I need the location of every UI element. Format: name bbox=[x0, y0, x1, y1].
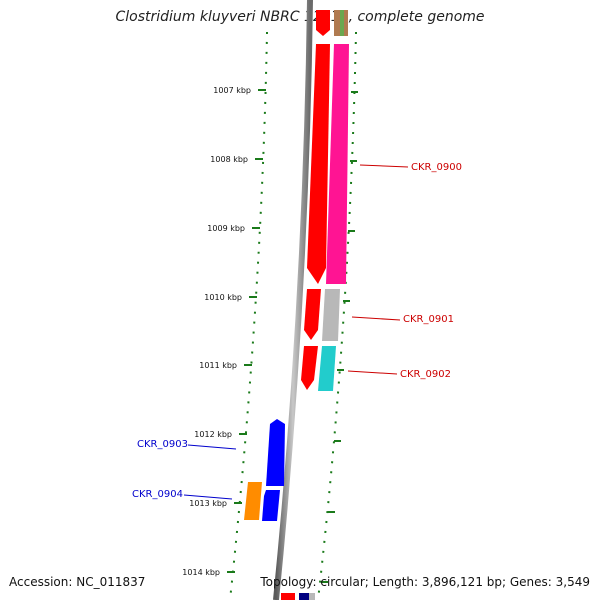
kbp-tick-label: 1012 kbp bbox=[194, 430, 232, 439]
outer-ring-dotted bbox=[317, 31, 357, 600]
gene-CKR_0901 bbox=[322, 289, 340, 341]
outer-ring-ticks bbox=[321, 91, 358, 583]
gene-CKR_0904 bbox=[244, 482, 262, 520]
genome-title: Clostridium kluyveri NBRC 12016, complet… bbox=[115, 9, 485, 25]
gene-red-3 bbox=[301, 346, 318, 390]
gene-label-CKR_0900: CKR_0900 bbox=[411, 162, 462, 173]
gene-blue-lower bbox=[262, 490, 280, 521]
gene-label-CKR_0904: CKR_0904 bbox=[132, 489, 183, 500]
gene-label-CKR_0903: CKR_0903 bbox=[137, 439, 188, 450]
kbp-ticks: 1007 kbp 1008 kbp 1009 kbp 1010 kbp 1011 kbp… bbox=[182, 86, 266, 577]
gene-top-strip2 bbox=[340, 10, 344, 36]
gene-bottom-gray bbox=[309, 593, 315, 600]
gene-CKR_0900 bbox=[326, 44, 349, 284]
gene-bottom-navy bbox=[299, 593, 309, 600]
kbp-tick-label: 1010 kbp bbox=[204, 293, 242, 302]
leader-CKR_0901 bbox=[351, 316, 401, 321]
gene-CKR_0902 bbox=[318, 346, 336, 391]
kbp-tick-label: 1011 kbp bbox=[199, 361, 237, 370]
gene-red-2 bbox=[304, 289, 321, 340]
gene-top-red bbox=[316, 10, 330, 36]
kbp-tick-label: 1007 kbp bbox=[213, 86, 251, 95]
gene-red-1 bbox=[307, 44, 330, 284]
leader-CKR_0902 bbox=[347, 370, 398, 375]
leader-CKR_0900 bbox=[359, 164, 409, 168]
gene-label-CKR_0902: CKR_0902 bbox=[400, 369, 451, 380]
leader-CKR_0903 bbox=[187, 444, 237, 450]
gene-bottom-red bbox=[281, 593, 295, 600]
topology-label: Topology: circular; Length: 3,896,121 bp… bbox=[260, 575, 590, 589]
kbp-tick-label: 1014 kbp bbox=[182, 568, 220, 577]
kbp-tick-label: 1013 kbp bbox=[189, 499, 227, 508]
genome-backbone bbox=[273, 0, 313, 600]
gene-label-CKR_0901: CKR_0901 bbox=[403, 314, 454, 325]
gene-CKR_0903 bbox=[266, 419, 285, 486]
kbp-tick-label: 1009 kbp bbox=[207, 224, 245, 233]
kbp-tick-label: 1008 kbp bbox=[210, 155, 248, 164]
accession-label: Accession: NC_011837 bbox=[9, 575, 146, 589]
leader-CKR_0904 bbox=[183, 494, 233, 500]
